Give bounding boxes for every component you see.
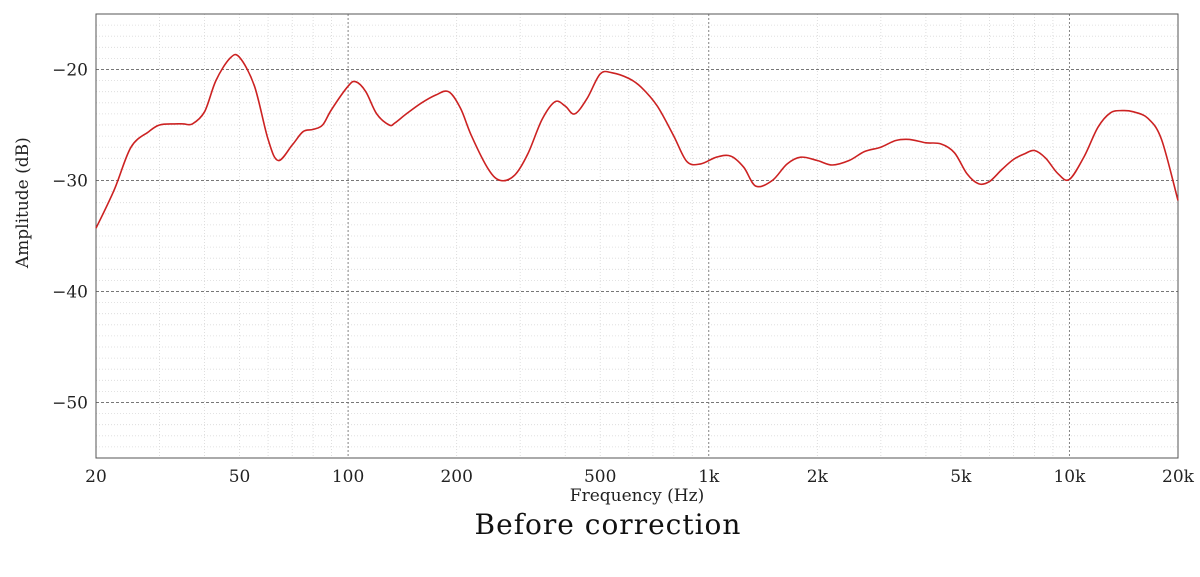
x-axis-label: Frequency (Hz): [570, 486, 704, 506]
x-tick-label: 100: [332, 467, 364, 487]
y-axis-label: Amplitude (dB): [13, 137, 33, 269]
x-tick-label: 1k: [698, 467, 720, 487]
x-tick-label: 50: [229, 467, 251, 487]
x-tick-labels: 20 50 100 200 500 1k 2k 5k 10k 20k: [85, 467, 1194, 487]
y-tick-label: −40: [52, 283, 88, 303]
x-tick-label: 10k: [1053, 467, 1086, 487]
chart-caption: Before correction: [475, 508, 742, 541]
x-tick-label: 2k: [807, 467, 829, 487]
minor-grid: [95, 14, 1179, 458]
x-tick-label: 500: [584, 467, 616, 487]
major-grid: [96, 14, 1178, 458]
y-tick-label: −30: [52, 172, 88, 192]
x-tick-label: 20: [85, 467, 107, 487]
y-tick-label: −20: [52, 61, 88, 81]
x-tick-label: 20k: [1162, 467, 1195, 487]
series-line: [95, 53, 1179, 229]
y-tick-labels: −20 −30 −40 −50: [52, 61, 88, 414]
plot-frame: [95, 13, 1179, 459]
x-tick-label: 200: [440, 467, 472, 487]
y-tick-label: −50: [52, 394, 88, 414]
x-tick-label: 5k: [950, 467, 972, 487]
